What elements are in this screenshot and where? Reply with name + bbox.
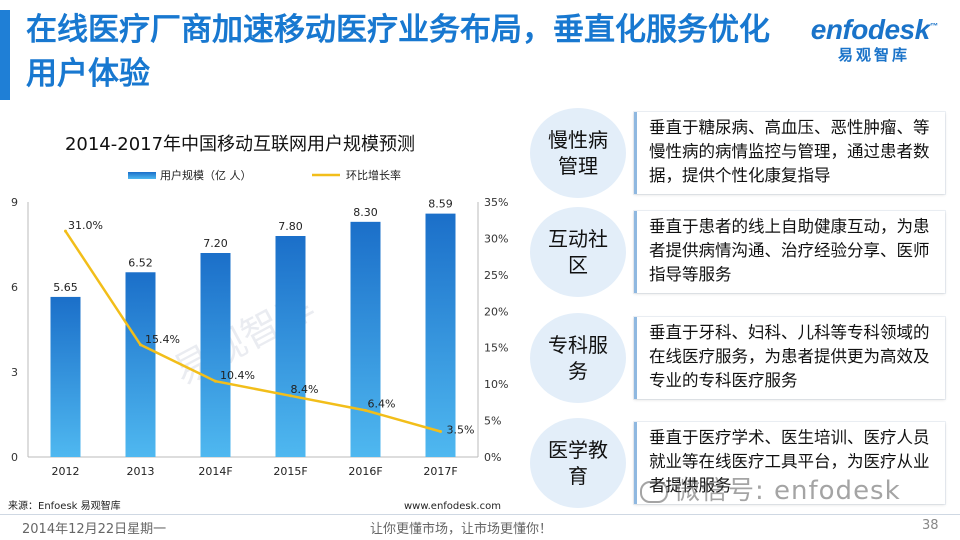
bar-value-label: 5.65: [53, 281, 78, 294]
bar-value-label: 7.20: [203, 237, 228, 250]
service-name-circle: 互动社区: [530, 207, 626, 297]
service-card-education: 医学教育 垂直于医疗学术、医生培训、医疗人员就业等在线医疗工具平台，为医疗从业者…: [530, 418, 945, 508]
line-value-label: 31.0%: [68, 219, 103, 232]
service-description: 垂直于糖尿病、高血压、恶性肿瘤、等慢性病的病情监控与管理，通过患者数据，提供个性…: [634, 112, 945, 194]
footer-slogan: 让你更懂市场，让市场更懂你！: [370, 522, 553, 537]
y-right-tick-label: 10%: [484, 378, 508, 391]
user-scale-chart: 易观智库03690%5%10%15%20%25%30%35%5.6520126.…: [11, 168, 508, 478]
x-tick-label: 2017F: [423, 465, 457, 478]
service-card-community: 互动社区 垂直于患者的线上自助健康互动，为患者提供病情沟通、治疗经验分享、医师指…: [530, 207, 945, 297]
legend-label-bar: 用户规模（亿 人）: [160, 168, 252, 182]
wechat-icon: [640, 480, 668, 503]
service-name-circle: 医学教育: [530, 418, 626, 508]
line-value-label: 10.4%: [220, 369, 255, 382]
y-right-tick-label: 30%: [484, 232, 508, 245]
y-right-tick-label: 25%: [484, 269, 508, 282]
brand-logo: enfodesk™ 易观智库: [804, 14, 944, 65]
x-tick-label: 2014F: [198, 465, 232, 478]
service-name-circle: 慢性病管理: [530, 108, 626, 198]
y-right-tick-label: 15%: [484, 342, 508, 355]
service-card-chronic: 慢性病管理 垂直于糖尿病、高血压、恶性肿瘤、等慢性病的病情监控与管理，通过患者数…: [530, 108, 945, 198]
footer-divider: [0, 514, 960, 515]
y-right-tick-label: 0%: [484, 451, 501, 464]
growth-rate-line: [64, 230, 441, 433]
page-number: 38: [922, 518, 939, 533]
logo-subtitle: 易观智库: [837, 46, 910, 64]
bar: [275, 236, 306, 457]
growth-rate-point: [439, 430, 442, 433]
wechat-watermark: 微信号: enfodesk: [640, 470, 901, 507]
logo-wordmark: enfodesk™: [810, 14, 938, 45]
footer-date: 2014年12月22日星期一: [22, 522, 167, 537]
legend-label-line: 环比增长率: [346, 168, 401, 182]
x-tick-label: 2012: [52, 465, 80, 478]
source-note: 来源：Enfoesk 易观智库: [8, 501, 121, 512]
y-right-tick-label: 20%: [484, 305, 508, 318]
line-value-label: 15.4%: [145, 333, 180, 346]
bar: [50, 296, 81, 457]
x-tick-label: 2013: [127, 465, 155, 478]
x-tick-label: 2016F: [348, 465, 382, 478]
line-value-label: 6.4%: [368, 397, 396, 410]
bar: [200, 253, 231, 457]
service-card-specialty: 专科服务 垂直于牙科、妇科、儿科等专科领域的在线医疗服务，为患者提供更为高效及专…: [530, 313, 945, 403]
bar: [425, 213, 456, 457]
bar-value-label: 6.52: [128, 256, 153, 269]
chart-title: 2014-2017年中国移动互联网用户规模预测: [64, 134, 416, 155]
y-left-tick-label: 3: [11, 366, 18, 379]
bar-value-label: 7.80: [278, 220, 303, 233]
title-accent-bar: [0, 10, 10, 100]
bar: [125, 272, 156, 457]
line-value-label: 3.5%: [447, 424, 475, 437]
growth-rate-point: [139, 343, 142, 347]
growth-rate-point: [214, 379, 217, 383]
service-name-circle: 专科服务: [530, 313, 626, 403]
y-right-tick-label: 5%: [484, 415, 501, 428]
bar-value-label: 8.30: [353, 206, 378, 219]
legend-swatch-bar: [128, 172, 156, 179]
website-text: www.enfodesk.com: [404, 501, 501, 512]
y-left-tick-label: 6: [11, 281, 18, 294]
line-value-label: 8.4%: [291, 383, 319, 396]
service-description: 垂直于牙科、妇科、儿科等专科领域的在线医疗服务，为患者提供更为高效及专业的专科医…: [634, 317, 945, 399]
bar: [350, 221, 381, 457]
growth-rate-point: [289, 394, 292, 398]
bar-value-label: 8.59: [428, 198, 453, 211]
service-description: 垂直于医疗学术、医生培训、医疗人员就业等在线医疗工具平台，为医疗从业者提供服务: [634, 422, 945, 504]
service-description: 垂直于患者的线上自助健康互动，为患者提供病情沟通、治疗经验分享、医师指导等服务: [634, 211, 945, 293]
growth-rate-point: [64, 229, 67, 233]
page-title: 在线医疗厂商加速移动医疗业务布局，垂直化服务优化用户体验: [26, 12, 770, 92]
growth-rate-point: [364, 408, 367, 412]
y-left-tick-label: 0: [11, 451, 18, 464]
x-tick-label: 2015F: [273, 465, 307, 478]
y-left-tick-label: 9: [11, 196, 18, 209]
y-right-tick-label: 35%: [484, 196, 508, 209]
